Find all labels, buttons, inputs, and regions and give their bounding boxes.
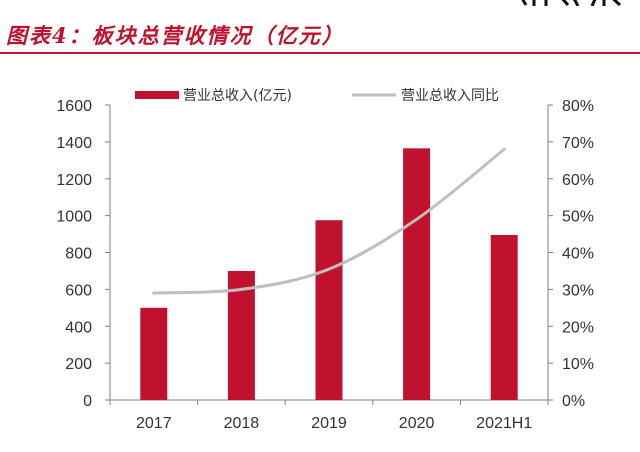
bar-2018 xyxy=(227,270,255,400)
right-axis-tick-label: 20% xyxy=(562,319,594,336)
figure-title: 图表4：板块总营收情况（亿元） xyxy=(6,23,345,48)
chart-axes: 0 200 400 600 800 1000 1200 1400 1600 0% 10% 20% 30%… xyxy=(56,98,594,432)
right-axis-tick-label: 60% xyxy=(562,172,594,189)
left-axis-tick-label: 600 xyxy=(65,282,92,299)
right-axis-tick-label: 50% xyxy=(562,209,594,226)
yoy-point-2017 xyxy=(152,291,156,295)
legend-bar-label: 营业总收入(亿元) xyxy=(183,88,292,104)
yoy-point-2020 xyxy=(415,217,419,221)
left-axis-tick-label: 1000 xyxy=(56,209,92,226)
right-axis-tick-label: 80% xyxy=(562,98,594,115)
yoy-point-2021H1 xyxy=(502,147,506,151)
x-axis-category-label: 2018 xyxy=(224,415,260,432)
right-axis-tick-label: 10% xyxy=(562,356,594,373)
line-series xyxy=(152,147,506,295)
legend-bar-swatch xyxy=(135,91,179,99)
cropped-header-logo xyxy=(512,0,640,6)
title-divider xyxy=(0,52,640,54)
right-axis-tick-label: 70% xyxy=(562,135,594,152)
left-axis-tick-label: 800 xyxy=(65,246,92,263)
yoy-point-2018 xyxy=(239,287,243,291)
bar-2021H1 xyxy=(490,234,518,400)
right-axis-tick-label: 40% xyxy=(562,246,594,263)
right-axis-tick-label: 30% xyxy=(562,282,594,299)
bar-2017 xyxy=(140,307,168,400)
x-axis-category-label: 2017 xyxy=(136,415,172,432)
bar-series xyxy=(140,148,518,400)
x-axis-category-label: 2020 xyxy=(399,415,435,432)
left-axis-tick-label: 400 xyxy=(65,319,92,336)
right-axis-tick-label: 0% xyxy=(562,393,585,410)
left-axis-tick-label: 0 xyxy=(83,393,92,410)
legend-line-label: 营业总收入同比 xyxy=(401,88,499,104)
yoy-point-2019 xyxy=(327,267,331,271)
left-axis-tick-label: 1600 xyxy=(56,98,92,115)
left-axis-tick-label: 1400 xyxy=(56,135,92,152)
x-axis-category-label: 2019 xyxy=(311,415,347,432)
x-axis-category-label: 2021H1 xyxy=(476,415,532,432)
bar-2020 xyxy=(403,148,431,400)
left-axis-tick-label: 1200 xyxy=(56,172,92,189)
left-axis-tick-label: 200 xyxy=(65,356,92,373)
chart-legend: 营业总收入(亿元) 营业总收入同比 xyxy=(135,88,499,104)
bar-2019 xyxy=(315,220,343,400)
